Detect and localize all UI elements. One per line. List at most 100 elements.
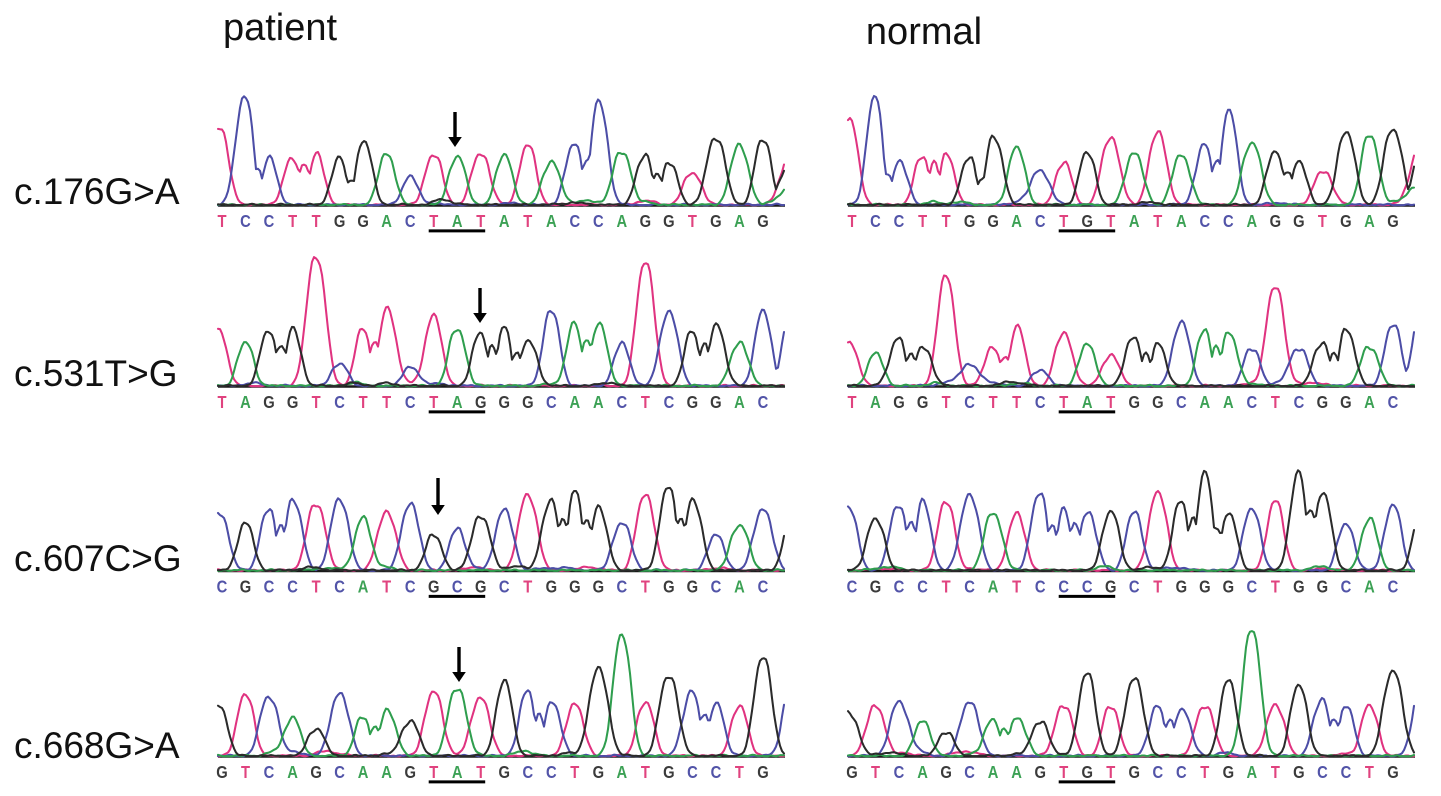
svg-text:G: G — [757, 211, 768, 231]
svg-text:G: G — [893, 392, 904, 412]
svg-text:C: C — [1223, 211, 1234, 231]
svg-text:A: A — [734, 577, 745, 597]
svg-text:A: A — [1246, 762, 1257, 782]
svg-text:C: C — [217, 577, 228, 597]
svg-text:C: C — [711, 577, 722, 597]
svg-text:G: G — [687, 392, 698, 412]
svg-text:C: C — [1246, 577, 1257, 597]
svg-text:A: A — [381, 211, 392, 231]
svg-text:G: G — [1152, 392, 1163, 412]
svg-text:C: C — [964, 577, 975, 597]
svg-text:G: G — [1293, 762, 1304, 782]
svg-text:A: A — [452, 762, 463, 782]
svg-text:A: A — [988, 762, 999, 782]
svg-text:C: C — [664, 392, 675, 412]
svg-text:T: T — [523, 211, 532, 231]
svg-text:T: T — [1153, 211, 1162, 231]
svg-text:G: G — [917, 392, 928, 412]
svg-text:C: C — [1035, 211, 1046, 231]
svg-text:C: C — [1152, 762, 1163, 782]
svg-text:C: C — [1341, 762, 1352, 782]
svg-text:C: C — [758, 392, 769, 412]
svg-text:G: G — [498, 392, 509, 412]
svg-text:G: G — [263, 392, 274, 412]
svg-text:C: C — [1176, 392, 1187, 412]
svg-text:T: T — [476, 762, 485, 782]
svg-text:T: T — [942, 577, 951, 597]
svg-text:C: C — [1176, 762, 1187, 782]
svg-text:G: G — [522, 392, 533, 412]
svg-text:A: A — [546, 211, 557, 231]
svg-text:C: C — [287, 577, 298, 597]
svg-text:A: A — [287, 762, 298, 782]
svg-text:G: G — [663, 211, 674, 231]
svg-text:G: G — [593, 577, 604, 597]
svg-text:G: G — [1034, 762, 1045, 782]
svg-text:C: C — [264, 577, 275, 597]
svg-text:C: C — [894, 211, 905, 231]
svg-text:G: G — [870, 577, 881, 597]
svg-text:G: G — [1223, 762, 1234, 782]
svg-text:G: G — [640, 211, 651, 231]
svg-text:c.531T>G: c.531T>G — [14, 353, 178, 394]
svg-text:C: C — [616, 577, 627, 597]
svg-text:G: G — [1387, 211, 1398, 231]
svg-text:C: C — [499, 577, 510, 597]
svg-text:T: T — [429, 211, 438, 231]
svg-text:A: A — [381, 762, 392, 782]
svg-text:G: G — [216, 762, 227, 782]
svg-text:C: C — [687, 762, 698, 782]
svg-text:T: T — [1059, 392, 1068, 412]
svg-text:T: T — [847, 211, 856, 231]
svg-text:A: A — [1246, 211, 1257, 231]
svg-text:C: C — [405, 392, 416, 412]
svg-text:A: A — [616, 211, 627, 231]
svg-text:C: C — [334, 762, 345, 782]
svg-text:G: G — [1293, 211, 1304, 231]
svg-text:C: C — [452, 577, 463, 597]
svg-text:T: T — [312, 211, 321, 231]
svg-text:G: G — [1128, 392, 1139, 412]
svg-text:C: C — [405, 577, 416, 597]
svg-text:T: T — [217, 392, 226, 412]
svg-text:T: T — [1365, 762, 1374, 782]
svg-text:C: C — [334, 577, 345, 597]
svg-text:A: A — [734, 211, 745, 231]
svg-text:G: G — [1270, 211, 1281, 231]
svg-text:T: T — [1059, 762, 1068, 782]
svg-text:C: C — [240, 211, 251, 231]
svg-text:C: C — [522, 762, 533, 782]
svg-text:C: C — [569, 211, 580, 231]
svg-text:C: C — [1058, 577, 1069, 597]
svg-text:C: C — [1388, 577, 1399, 597]
svg-text:C: C — [546, 762, 557, 782]
svg-text:G: G — [1340, 392, 1351, 412]
svg-text:G: G — [1128, 762, 1139, 782]
svg-text:T: T — [1012, 577, 1021, 597]
svg-text:C: C — [546, 392, 557, 412]
svg-text:T: T — [382, 392, 391, 412]
svg-text:G: G — [710, 392, 721, 412]
svg-text:T: T — [1318, 211, 1327, 231]
svg-text:G: G — [710, 211, 721, 231]
svg-text:G: G — [663, 762, 674, 782]
svg-text:T: T — [241, 762, 250, 782]
svg-text:T: T — [1106, 762, 1115, 782]
svg-text:C: C — [1294, 392, 1305, 412]
svg-text:A: A — [734, 392, 745, 412]
svg-text:A: A — [1011, 762, 1022, 782]
svg-text:C: C — [1082, 577, 1093, 597]
svg-text:c.176G>A: c.176G>A — [14, 171, 180, 212]
svg-text:patient: patient — [223, 7, 338, 49]
svg-text:T: T — [989, 392, 998, 412]
svg-text:T: T — [382, 577, 391, 597]
svg-text:T: T — [476, 211, 485, 231]
svg-text:G: G — [428, 577, 439, 597]
svg-text:A: A — [917, 762, 928, 782]
svg-text:A: A — [1011, 211, 1022, 231]
svg-text:C: C — [964, 762, 975, 782]
svg-text:c.668G>A: c.668G>A — [14, 725, 180, 766]
svg-text:G: G — [1199, 577, 1210, 597]
svg-text:A: A — [452, 392, 463, 412]
svg-text:C: C — [894, 577, 905, 597]
